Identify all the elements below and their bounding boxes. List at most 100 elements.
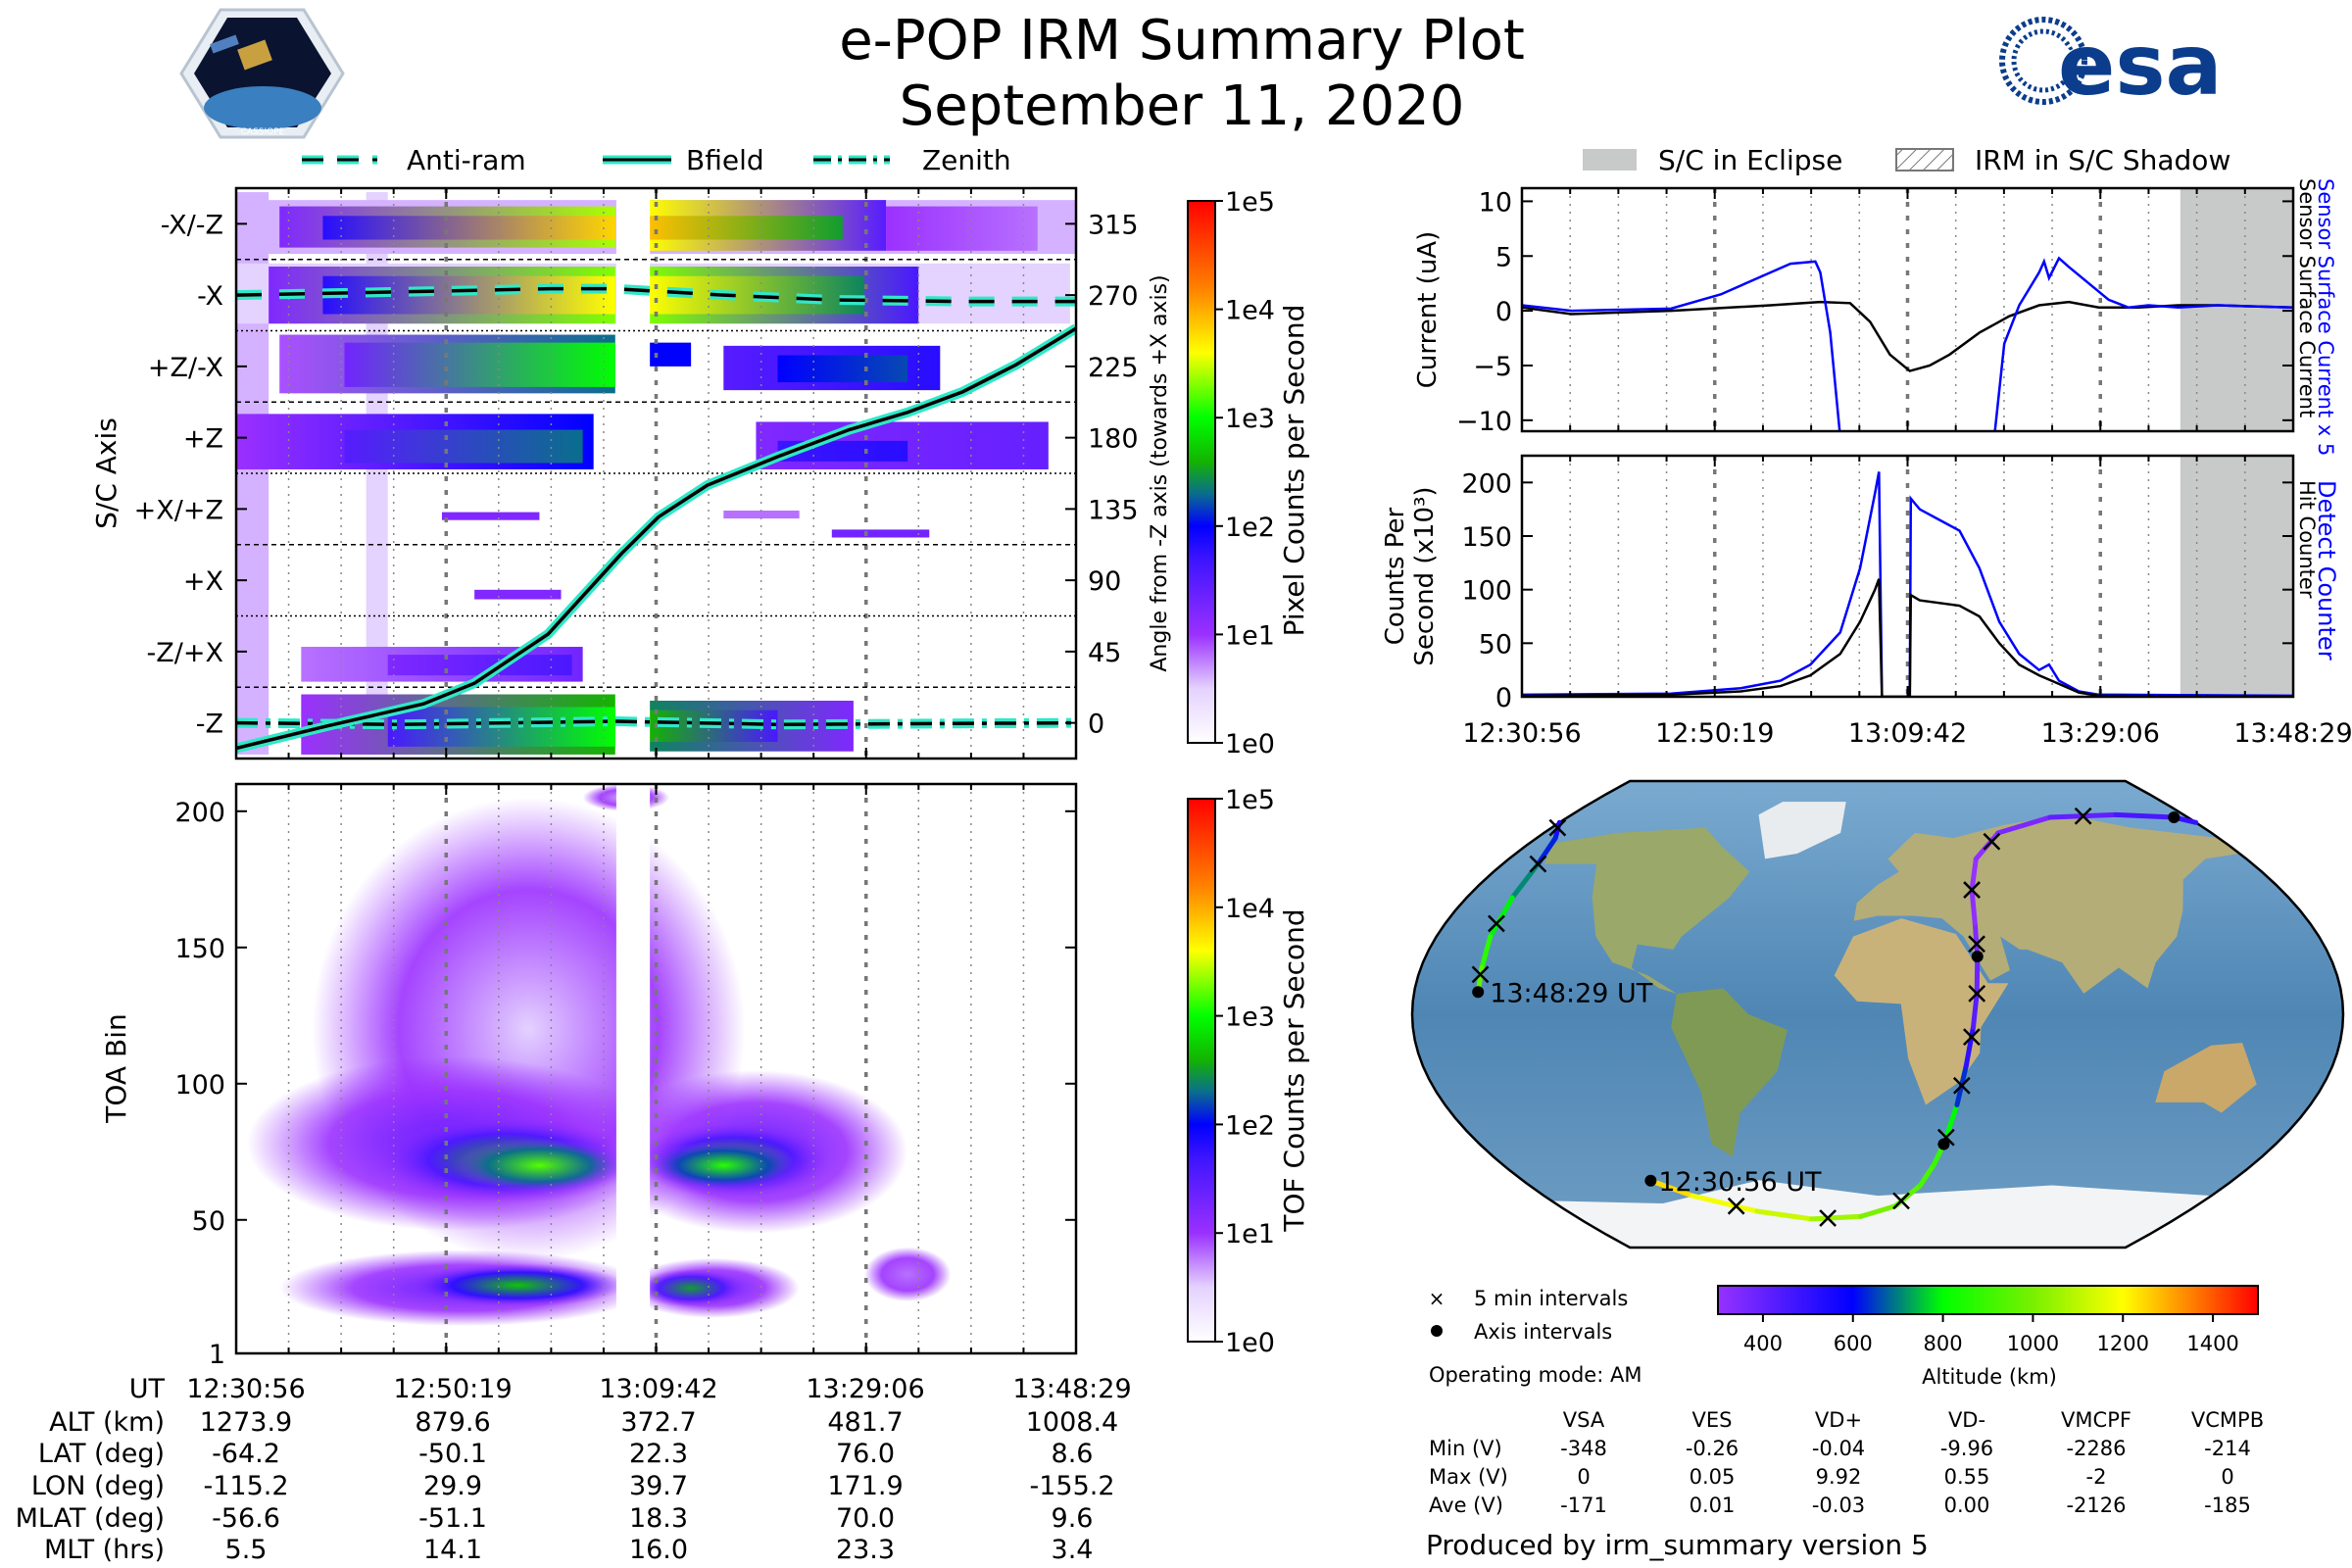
colorbar-tick-label: 1e5 [1225,187,1275,218]
five-minute-marker [2074,807,2092,825]
voltage-value: -2286 [2066,1437,2126,1460]
angle-tick-label: 0 [1088,710,1104,740]
sc-axis-row-label: -Z [196,710,223,740]
map-legend-dot-marker-icon [1431,1325,1443,1337]
ground-track-segment [1808,1213,1864,1222]
voltage-row-label: Max (V) [1429,1465,1508,1489]
continent-eurasia [1853,814,2240,994]
toa-colorbar [1187,798,1216,1343]
ground-track-segment [1969,856,1979,893]
current-right-label-blue: Sensor Surface Current x 5 [2314,178,2337,456]
spectrogram-band [322,216,615,240]
five-minute-marker [1819,1209,1838,1227]
time-tick-label: 12:30:56 [1462,718,1581,749]
ephemeris-row-label: MLT (hrs) [44,1535,165,1565]
spectrogram-band [344,429,583,464]
eclipse-shading [2180,188,2293,431]
ground-track-segment [1754,1208,1814,1222]
esa-logo-text: esa [2058,17,2223,115]
colorbar-tick-label: 1e2 [1225,1110,1275,1141]
five-minute-marker [1968,984,1986,1003]
map-legend-x-label: 5 min intervals [1474,1287,1628,1310]
continent-south-america [1671,988,1788,1157]
legend-eclipse-label: S/C in Eclipse [1658,144,1842,176]
ephemeris-value: -115.2 [203,1471,288,1501]
current-right-label-black: Sensor Surface Current [2295,178,2319,417]
counts-right-label-blue: Detect Counter [2313,480,2340,661]
current-tick-label: 5 [1495,242,1512,272]
ephemeris-value: -64.2 [212,1439,280,1469]
ephemeris-value: 13:09:42 [599,1374,717,1404]
five-minute-marker [1471,965,1490,984]
voltage-column-header: VD- [1948,1408,1985,1432]
toa-tick-label: 50 [192,1206,225,1237]
plots-layer: -X/-Z-X+Z/-X+Z+X/+Z+X-Z/+X-Z315270225180… [16,186,2352,1565]
ephemeris-value: 13:29:06 [806,1374,924,1404]
voltage-value: -9.96 [1940,1437,1993,1460]
voltage-value: 0.01 [1690,1494,1736,1517]
page-title: e-POP IRM Summary Plot [839,9,1525,73]
colorbar-tick-label: 1e3 [1225,404,1275,434]
ephemeris-value: 14.1 [423,1535,482,1565]
spectrogram-band [886,206,1038,251]
zenith-line [236,719,1076,726]
ephemeris-value: 22.3 [629,1439,688,1469]
angle-plot-right-ylabel: Angle from -Z axis (towards +X axis) [1148,274,1172,671]
continent-greenland [1758,802,1846,859]
ephemeris-value: -50.1 [418,1439,487,1469]
current-tick-label: 10 [1479,187,1512,218]
spectrogram-band [474,589,562,600]
angle-tick-label: 180 [1088,424,1139,455]
voltage-value: -0.03 [1812,1494,1865,1517]
angle-lines [236,283,1076,754]
counts-series-line [1522,471,2293,697]
current-plot-ylabel: Current (uA) [1413,231,1443,388]
five-minute-marker [1529,855,1547,873]
toa-colorbar-label: TOF Counts per Second [1278,908,1310,1232]
ephemeris-value: 12:50:19 [393,1374,512,1404]
ground-track-segment [1690,1193,1760,1214]
five-minute-marker [1963,1028,1981,1047]
continent-australia [2155,1043,2257,1113]
spectrogram-band [831,529,930,538]
ephemeris-value: -51.1 [418,1503,487,1534]
ephemeris-value: 5.5 [225,1535,268,1565]
current-series-line [1993,256,2293,431]
current-tick-label: −5 [1473,352,1512,382]
legend-shadow-swatch [1895,148,1954,172]
ephemeris-value: -155.2 [1029,1471,1114,1501]
toa-tick-label: 150 [174,934,225,964]
angle-colorbar-label: Pixel Counts per Second [1278,305,1310,637]
toa-blob [647,1141,800,1191]
legend-bfield-label: Bfield [686,144,764,176]
ephemeris-value: 9.6 [1052,1503,1094,1534]
five-minute-marker [1548,818,1567,837]
map-legend-x-marker-icon: × [1429,1287,1446,1310]
legend-shadow-label: IRM in S/C Shadow [1975,144,2230,176]
voltage-value: 0.00 [1944,1494,1990,1517]
ground-track-segment [1969,887,1978,926]
voltage-value: 9.92 [1816,1465,1862,1489]
axis-interval-marker [1937,1138,1950,1151]
colorbar-tick-label: 1e1 [1225,620,1275,651]
ground-track-segment [1974,954,1981,997]
map-legend-dot-label: Axis intervals [1474,1320,1612,1344]
angle-tick-label: 315 [1088,210,1139,240]
ground-track-segment [1995,814,2053,836]
ground-track-segment [1647,1178,1695,1199]
five-minute-marker [1952,1076,1971,1095]
counts-plot-ylabel-line2: Second (x10³) [1410,486,1440,665]
toa-spectrogram-plot-area [247,784,952,1353]
colorbar-tick-label: 1e4 [1225,894,1275,924]
five-minute-marker [1892,1192,1910,1210]
ground-track-segment [1479,934,1494,970]
voltage-value: -348 [1560,1437,1607,1460]
ephemeris-row-label: ALT (km) [49,1407,165,1438]
ephemeris-value: 18.3 [629,1503,688,1534]
current-series-group [1522,256,2293,431]
spectrogram-band [366,192,388,755]
ephemeris-value: 171.9 [827,1471,903,1501]
ground-track-segment [1963,1024,1976,1069]
toa-plot-ylabel: TOA Bin [100,1013,132,1123]
right-legend: S/C in Eclipse IRM in S/C Shadow [1583,144,2230,176]
